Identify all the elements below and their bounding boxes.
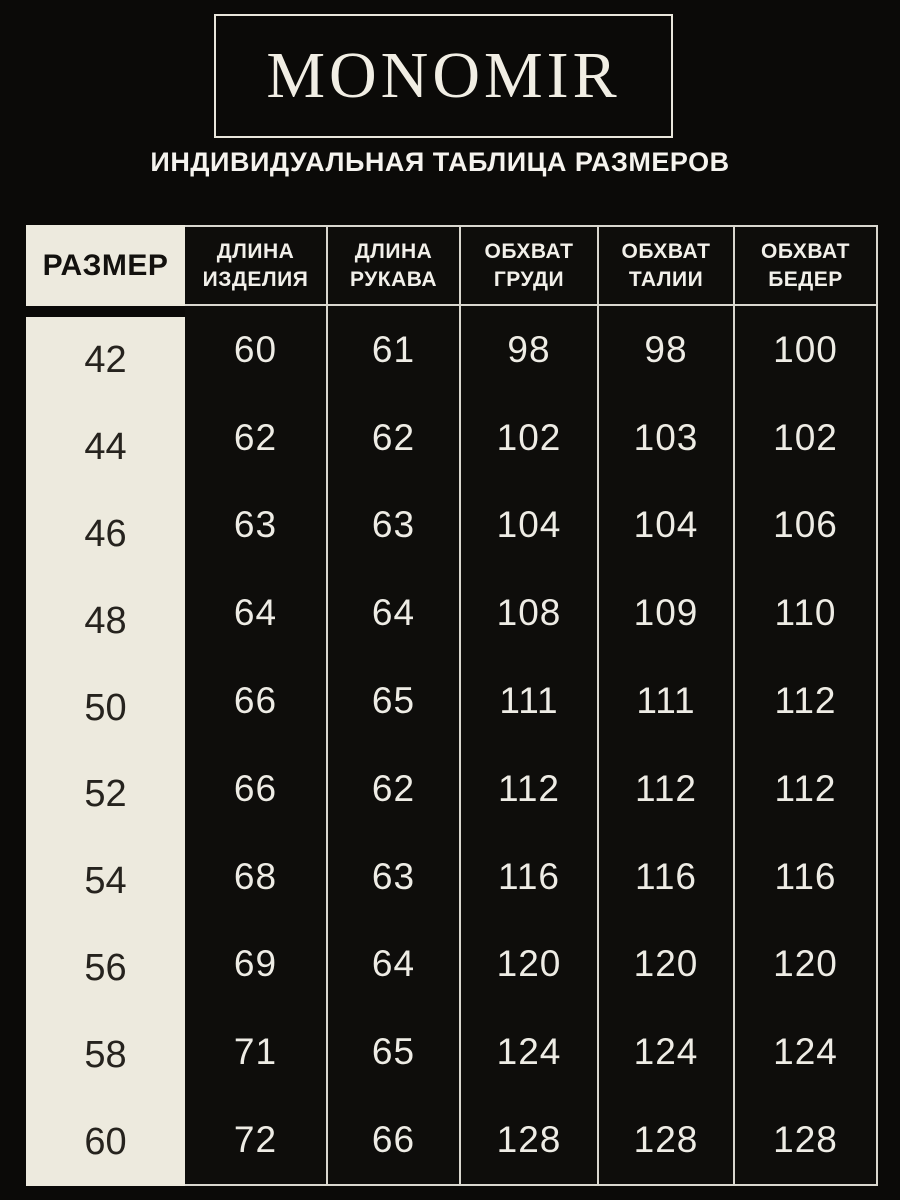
value-cell: 128 [496,1119,562,1161]
size-column-body: 42 44 46 48 50 52 54 56 58 60 [26,317,185,1186]
value-cell: 106 [773,504,838,546]
value-cell: 124 [633,1031,699,1073]
value-cell: 61 [371,328,416,370]
value-cell: 64 [371,592,416,634]
size-cell: 52 [84,773,127,816]
column-header: ОБХВАТ ТАЛИИ [599,227,733,306]
value-cell: 116 [498,855,560,897]
column-chest: ОБХВАТ ГРУДИ 98 102 104 108 111 112 116 … [461,225,599,1186]
brand-name: MONOMIR [266,39,621,112]
value-cell: 68 [233,855,278,897]
size-cell: 60 [84,1121,127,1164]
header-body-gap [26,306,185,317]
size-cell: 48 [84,599,127,642]
value-cell: 62 [233,416,278,458]
value-cell: 104 [496,504,562,546]
value-cell: 128 [773,1119,838,1161]
page-subtitle: ИНДИВИДУАЛЬНАЯ ТАБЛИЦА РАЗМЕРОВ [150,147,730,177]
value-cell: 116 [635,855,697,897]
value-cell: 104 [633,504,699,546]
column-body: 61 62 63 64 65 62 63 64 65 66 [328,306,459,1184]
value-cell: 112 [774,767,837,809]
column-body: 100 102 106 110 112 112 116 120 124 128 [735,306,876,1184]
value-cell: 63 [371,504,416,546]
value-cell: 64 [233,592,278,634]
value-cell: 65 [371,1031,416,1073]
size-cell: 54 [84,860,127,903]
size-cell: 44 [84,425,127,468]
value-cell: 112 [774,680,837,722]
value-cell: 62 [371,767,416,809]
value-cell: 64 [371,943,416,985]
column-header-size: РАЗМЕР [26,225,185,306]
size-column: РАЗМЕР 42 44 46 48 50 52 54 56 58 60 [26,225,185,1186]
value-cell: 66 [233,767,278,809]
column-body: 98 103 104 109 111 112 116 120 124 128 [599,306,733,1184]
size-cell: 50 [84,686,127,729]
value-cell: 100 [773,328,838,370]
value-cell: 98 [644,328,688,370]
value-cell: 111 [499,680,559,722]
value-cell: 124 [496,1031,562,1073]
column-body: 60 62 63 64 66 66 68 69 71 72 [185,306,326,1184]
value-cell: 128 [633,1119,699,1161]
column-header: ОБХВАТ ГРУДИ [461,227,597,306]
size-cell: 46 [84,512,127,555]
value-cell: 110 [774,592,837,634]
column-header: ДЛИНА РУКАВА [328,227,459,306]
value-cell: 124 [773,1031,838,1073]
value-cell: 116 [774,855,837,897]
value-cell: 65 [371,680,416,722]
value-cell: 98 [507,328,551,370]
column-hips: ОБХВАТ БЕДЕР 100 102 106 110 112 112 116… [735,225,878,1186]
value-cell: 66 [371,1119,416,1161]
column-waist: ОБХВАТ ТАЛИИ 98 103 104 109 111 112 116 … [599,225,735,1186]
value-cell: 120 [773,943,838,985]
value-cell: 63 [233,504,278,546]
value-cell: 71 [233,1031,278,1073]
value-cell: 112 [635,767,697,809]
brand-logo-box: MONOMIR [214,14,673,138]
column-header: ДЛИНА ИЗДЕЛИЯ [185,227,326,306]
value-cell: 102 [496,416,562,458]
column-body: 98 102 104 108 111 112 116 120 124 128 [461,306,597,1184]
value-cell: 112 [498,767,560,809]
column-item-length: ДЛИНА ИЗДЕЛИЯ 60 62 63 64 66 66 68 69 71… [185,225,328,1186]
column-header: ОБХВАТ БЕДЕР [735,227,876,306]
size-cell: 42 [84,338,127,381]
value-cell: 63 [371,855,416,897]
value-cell: 111 [636,680,696,722]
column-sleeve-length: ДЛИНА РУКАВА 61 62 63 64 65 62 63 64 65 … [328,225,461,1186]
value-cell: 109 [633,592,699,634]
size-table: РАЗМЕР 42 44 46 48 50 52 54 56 58 60 ДЛИ… [26,225,878,1186]
value-cell: 103 [633,416,699,458]
size-cell: 56 [84,947,127,990]
value-cell: 120 [496,943,562,985]
value-cell: 72 [233,1119,278,1161]
value-cell: 66 [233,680,278,722]
size-cell: 58 [84,1034,127,1077]
value-cell: 69 [233,943,278,985]
value-cell: 62 [371,416,416,458]
value-cell: 120 [633,943,699,985]
value-cell: 60 [233,328,278,370]
value-cell: 108 [496,592,562,634]
value-cell: 102 [773,416,838,458]
